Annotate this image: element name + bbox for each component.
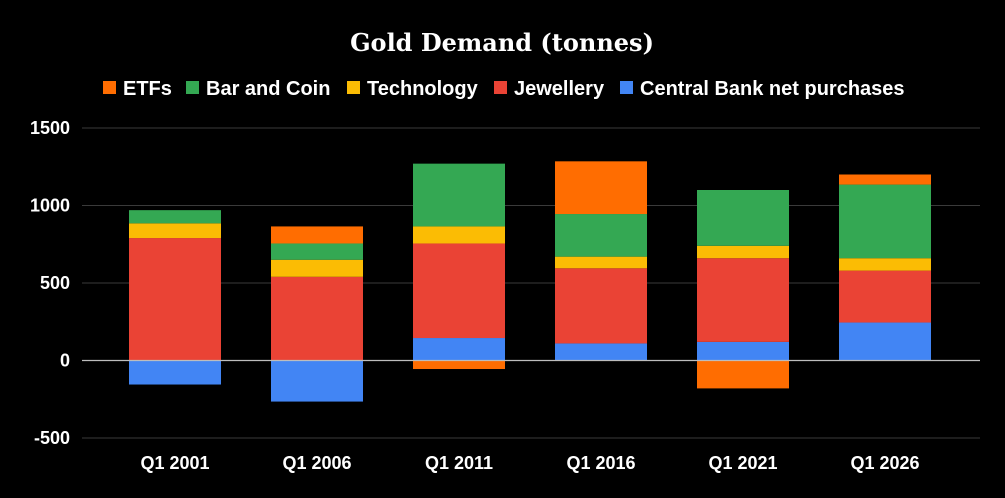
y-tick-label: -500 <box>34 428 70 448</box>
bar-bar-and-coin <box>839 184 931 259</box>
bar-jewellery <box>839 270 931 323</box>
bar-technology <box>839 258 931 271</box>
bar-bar-and-coin <box>413 163 505 227</box>
y-tick-label: 500 <box>40 273 70 293</box>
bar-central-bank-net-purchases <box>839 322 931 361</box>
legend-swatch-technology <box>347 81 360 94</box>
bar-jewellery <box>555 268 647 344</box>
bar-central-bank-net-purchases <box>271 360 363 402</box>
bar-central-bank-net-purchases <box>129 360 221 385</box>
bar-technology <box>555 256 647 269</box>
bar-technology <box>129 223 221 239</box>
bar-central-bank-net-purchases <box>555 343 647 361</box>
bar-technology <box>697 245 789 259</box>
y-tick-label: 1000 <box>30 196 70 216</box>
grid <box>82 127 980 439</box>
x-tick-label: Q1 2001 <box>140 453 209 473</box>
legend-swatch-bar-and-coin <box>186 81 199 94</box>
bar-technology <box>413 226 505 244</box>
y-tick-label: 1500 <box>30 118 70 138</box>
x-tick-label: Q1 2016 <box>566 453 635 473</box>
y-axis-ticks: -500 0 500 1000 1500 <box>30 118 70 448</box>
y-tick-label: 0 <box>60 351 70 371</box>
bar-etfs <box>271 226 363 244</box>
bar-central-bank-net-purchases <box>413 338 505 361</box>
bar-jewellery <box>413 243 505 339</box>
bar-etfs <box>697 360 789 389</box>
bars <box>129 161 931 402</box>
bar-bar-and-coin <box>271 243 363 260</box>
chart-title: Gold Demand (tonnes) <box>350 28 654 57</box>
bar-jewellery <box>271 276 363 361</box>
x-tick-label: Q1 2021 <box>708 453 777 473</box>
legend-swatch-jewellery <box>494 81 507 94</box>
x-axis-ticks: Q1 2001 Q1 2006 Q1 2011 Q1 2016 Q1 2021 Q1 20… <box>140 453 919 473</box>
legend-swatch-central-bank-net-purchases <box>620 81 633 94</box>
x-tick-label: Q1 2026 <box>850 453 919 473</box>
bar-etfs <box>839 174 931 185</box>
bar-bar-and-coin <box>555 214 647 257</box>
legend-label-etfs: ETFs <box>123 78 172 100</box>
legend-label-central-bank-net-purchases: Central Bank net purchases <box>640 78 905 100</box>
bar-technology <box>271 259 363 277</box>
bar-etfs <box>413 360 505 370</box>
x-tick-label: Q1 2006 <box>282 453 351 473</box>
bar-jewellery <box>129 238 221 361</box>
bar-central-bank-net-purchases <box>697 341 789 361</box>
legend-label-technology: Technology <box>367 78 479 100</box>
x-tick-label: Q1 2011 <box>425 453 493 473</box>
bar-etfs <box>555 161 647 215</box>
legend-label-bar-and-coin: Bar and Coin <box>206 78 330 100</box>
bar-bar-and-coin <box>129 210 221 224</box>
legend-swatch-etfs <box>103 81 116 94</box>
legend-label-jewellery: Jewellery <box>514 78 605 100</box>
legend: ETFs Bar and Coin Technology Jewellery Centr… <box>103 78 905 100</box>
bar-bar-and-coin <box>697 190 789 246</box>
bar-jewellery <box>697 258 789 342</box>
